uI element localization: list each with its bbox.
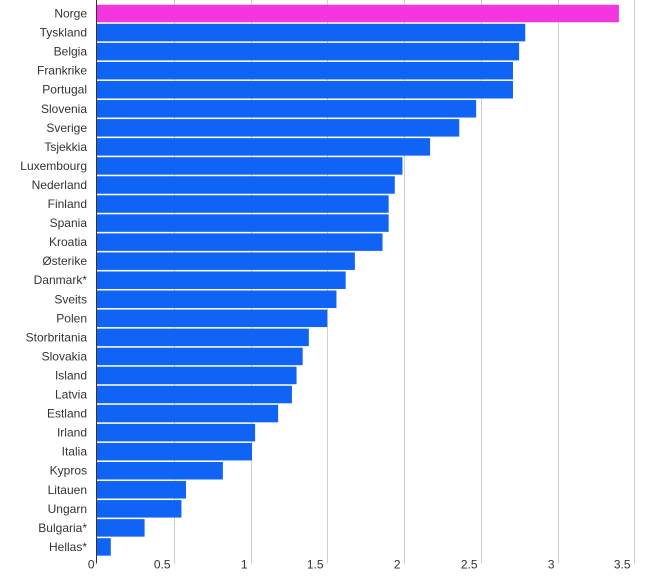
- bar[interactable]: [97, 328, 309, 347]
- category-label: Latvia: [55, 388, 87, 402]
- category-label: Frankrike: [37, 64, 87, 78]
- bar[interactable]: [97, 80, 513, 99]
- bar[interactable]: [97, 252, 355, 270]
- category-label: Sverige: [46, 121, 87, 135]
- x-tick-label: 2.5: [461, 557, 478, 571]
- bar[interactable]: [97, 309, 328, 328]
- bar[interactable]: [97, 442, 253, 461]
- bar[interactable]: [97, 4, 619, 23]
- bar[interactable]: [97, 461, 223, 480]
- bar[interactable]: [97, 347, 303, 366]
- bar[interactable]: [97, 423, 256, 442]
- category-label: Østerike: [42, 254, 87, 268]
- category-label: Portugal: [42, 83, 87, 97]
- x-tick-label: 0: [88, 557, 95, 571]
- bar[interactable]: [97, 61, 513, 80]
- x-tick-label: 1: [241, 557, 248, 571]
- bar[interactable]: [97, 404, 279, 423]
- bar[interactable]: [97, 481, 187, 499]
- bar[interactable]: [97, 500, 182, 518]
- bar-layer: [97, 4, 619, 556]
- category-label: Danmark*: [34, 273, 88, 287]
- category-label: Bulgaria*: [38, 521, 87, 535]
- category-label: Litauen: [48, 483, 87, 497]
- category-label: Sveits: [54, 292, 87, 306]
- bar[interactable]: [97, 214, 389, 232]
- x-tick-label-layer: 0 0.5 1 1.5 2 2.5 3 3.5: [88, 557, 631, 571]
- category-label: Finland: [48, 197, 87, 211]
- category-label: Kroatia: [49, 235, 87, 249]
- category-label: Ungarn: [48, 502, 87, 516]
- category-label: Polen: [56, 311, 87, 325]
- category-label: Italia: [62, 445, 88, 459]
- x-tick-label: 1.5: [307, 557, 324, 571]
- bar[interactable]: [97, 519, 145, 537]
- category-label: Tyskland: [40, 26, 87, 40]
- category-label: Luxembourg: [20, 159, 87, 173]
- bar[interactable]: [97, 271, 346, 289]
- x-tick-label: 3.5: [614, 557, 631, 571]
- x-tick-label: 3: [548, 557, 555, 571]
- bar[interactable]: [97, 366, 297, 385]
- category-label: Nederland: [32, 178, 87, 192]
- bar[interactable]: [97, 538, 111, 556]
- category-label: Irland: [57, 426, 87, 440]
- category-label: Norge: [54, 7, 87, 21]
- category-label: Estland: [47, 407, 87, 421]
- bar[interactable]: [97, 157, 403, 175]
- x-tick-label: 0.5: [154, 557, 171, 571]
- category-label-layer: Norge Tyskland Belgia Frankrike Portugal Slov…: [20, 7, 87, 554]
- bar[interactable]: [97, 138, 431, 156]
- x-tick-label: 2: [394, 557, 401, 571]
- bar[interactable]: [97, 290, 337, 309]
- bar[interactable]: [97, 42, 520, 61]
- category-label: Tsjekkia: [44, 140, 87, 154]
- bar[interactable]: [97, 195, 389, 213]
- category-label: Hellas*: [49, 540, 87, 554]
- bar[interactable]: [97, 23, 526, 42]
- category-label: Slovenia: [41, 102, 87, 116]
- bar[interactable]: [97, 100, 477, 118]
- category-label: Spania: [50, 216, 88, 230]
- category-label: Island: [55, 368, 87, 382]
- bar[interactable]: [97, 176, 395, 194]
- bar[interactable]: [97, 233, 383, 251]
- bar[interactable]: [97, 385, 292, 404]
- category-label: Belgia: [54, 45, 88, 59]
- category-label: Slovakia: [42, 349, 88, 363]
- bar[interactable]: [97, 119, 460, 137]
- category-label: Kypros: [50, 464, 87, 478]
- category-label: Storbritania: [26, 330, 88, 344]
